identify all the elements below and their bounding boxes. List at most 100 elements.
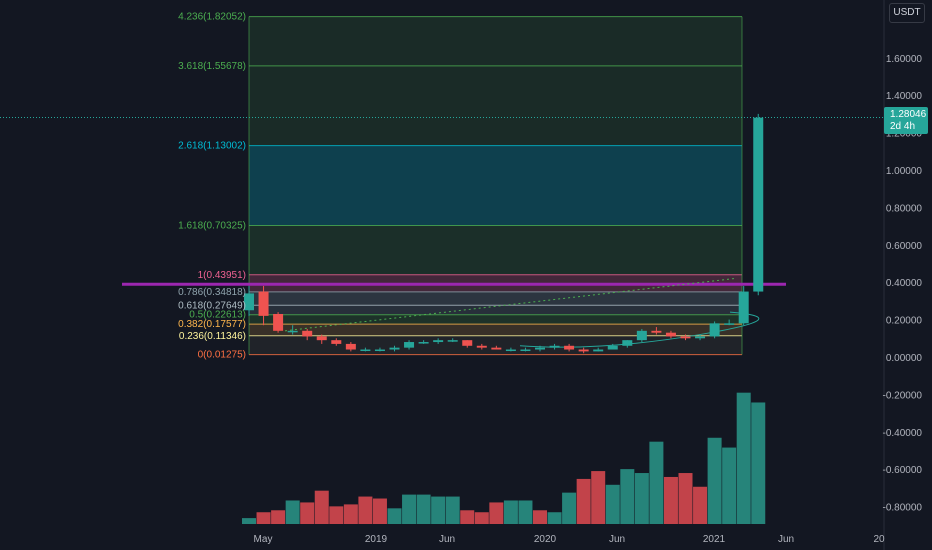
fib-labels: 4.236(1.82052) 3.618(1.55678) 2.618(1.1300… (178, 12, 246, 361)
candle-body (753, 117, 764, 292)
time-axis-label: 2020 (534, 534, 557, 545)
fib-zone (249, 225, 742, 275)
volume-bars (242, 392, 766, 524)
candle-body (287, 330, 298, 333)
candle-body (418, 342, 429, 344)
candle-body (433, 340, 444, 343)
fib-zone (249, 314, 742, 325)
volume-bar (605, 484, 620, 524)
fib-lines (248, 16, 743, 356)
volume-bar (649, 441, 664, 524)
price-axis-label: 1.60000 (886, 54, 923, 65)
fib-label: 0.236(0.11346) (179, 331, 246, 342)
fib-label: 0.5(0.22613) (189, 310, 246, 321)
candle-body (607, 345, 618, 350)
candle-body (476, 345, 487, 348)
price-axis-label: 0.80000 (886, 203, 923, 214)
candle-body (680, 336, 691, 339)
volume-bar (533, 510, 547, 524)
candle-body (244, 293, 254, 311)
candle-body (651, 330, 662, 333)
fib-zone (249, 16, 742, 66)
bar-countdown: 2d 4h (890, 121, 916, 132)
volume-bar (431, 496, 446, 524)
candle-body (665, 332, 676, 337)
time-axis-label: Jun (439, 534, 455, 545)
candle-body (258, 291, 269, 316)
candle-body (549, 345, 560, 348)
volume-bar (634, 473, 649, 524)
volume-bar (736, 392, 751, 524)
volume-bar (591, 471, 606, 524)
candle-body (374, 349, 385, 352)
candle-body (404, 342, 415, 348)
fib-label: 0.786(0.34818) (178, 287, 246, 298)
price-axis-label: -0.20000 (883, 390, 923, 401)
fib-zone (249, 335, 742, 355)
price-axis-label: 0.60000 (886, 241, 923, 252)
last-price-tag: 1.28046 2d 4h (884, 107, 928, 134)
time-axis-label: Jun (778, 534, 794, 545)
volume-bar (460, 510, 475, 524)
volume-bar (620, 469, 635, 524)
price-axis-label: 1.40000 (886, 91, 923, 102)
candle-body (578, 349, 589, 352)
volume-bar (329, 506, 344, 524)
currency-selector-button[interactable]: USDT (889, 3, 925, 23)
volume-bar (358, 496, 373, 524)
volume-bar (285, 500, 300, 524)
fib-zone (249, 324, 742, 336)
volume-bar (503, 500, 518, 524)
candle-body (724, 323, 735, 325)
fib-zones (249, 16, 742, 355)
fib-label: 4.236(1.82052) (178, 12, 246, 23)
volume-bar (387, 508, 402, 524)
candle-body (622, 340, 633, 346)
volume-bar (402, 494, 417, 524)
volume-bar (445, 496, 460, 524)
price-axis-label: 0.20000 (886, 316, 923, 327)
volume-bar (751, 402, 766, 524)
candle-body (593, 349, 604, 352)
fib-label: 0.618(0.27649) (178, 300, 246, 311)
volume-bar (242, 518, 256, 524)
candle-body (564, 345, 575, 350)
fib-label: 1(0.43951) (198, 270, 246, 281)
fib-zone (249, 145, 742, 226)
candle-body (491, 347, 502, 350)
fib-label: 0.382(0.17577) (178, 319, 246, 330)
price-axis-label: -0.60000 (883, 465, 923, 476)
volume-bar (722, 447, 737, 524)
price-axis-label: -0.80000 (883, 503, 923, 514)
fib-label: 2.618(1.13002) (178, 141, 246, 152)
fib-zone (249, 65, 742, 146)
last-price-value: 1.28046 (890, 109, 927, 120)
candle-body (738, 291, 749, 324)
fib-zone (249, 305, 742, 315)
volume-bar (707, 437, 722, 524)
price-axis-label: 0.40000 (886, 278, 923, 289)
candle-body (389, 347, 400, 350)
volume-bar (256, 512, 271, 524)
candle-body (331, 340, 342, 344)
candle-body (345, 343, 356, 350)
volume-bar (678, 473, 693, 524)
volume-bar (518, 500, 533, 524)
time-axis-label: Jun (609, 534, 625, 545)
fib-label: 0(0.01275) (198, 350, 246, 361)
price-axis-label: 1.20000 (886, 129, 923, 140)
price-axis-label: 0.00000 (886, 353, 923, 364)
volume-bar (474, 512, 489, 524)
candle-body (360, 349, 371, 352)
fib-zone (249, 291, 742, 306)
candle-body (462, 340, 473, 346)
volume-bar (314, 490, 329, 524)
volume-bar (547, 512, 562, 524)
time-axis-label: 2021 (703, 534, 726, 545)
candle-body (535, 347, 545, 350)
volume-bar (416, 494, 431, 524)
candle-body (695, 336, 706, 339)
volume-bar (372, 498, 387, 524)
volume-bar (271, 510, 286, 524)
